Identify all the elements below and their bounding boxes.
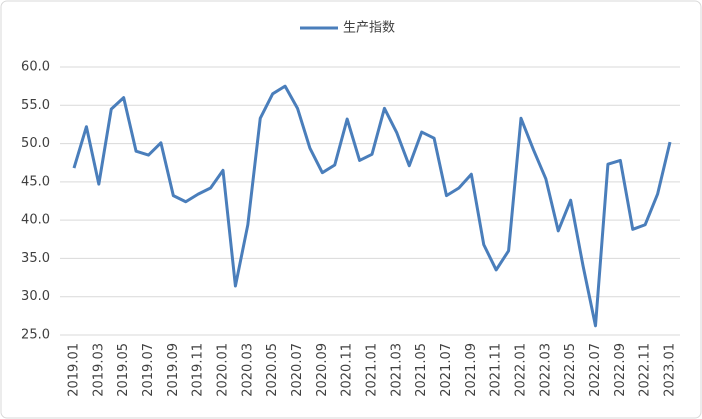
y-tick-label: 35.0 <box>21 251 50 266</box>
x-tick-label: 2022.07 <box>588 343 603 397</box>
y-tick-label: 60.0 <box>21 60 50 75</box>
y-tick-label: 55.0 <box>21 98 50 113</box>
x-tick-label: 2020.09 <box>315 343 330 397</box>
y-tick-label: 30.0 <box>21 289 50 304</box>
x-tick-label: 2023.01 <box>663 343 678 397</box>
y-tick-label: 45.0 <box>21 174 50 189</box>
x-tick-label: 2021.03 <box>389 343 404 397</box>
y-tick-label: 40.0 <box>21 213 50 228</box>
x-tick-label: 2022.11 <box>638 343 653 397</box>
x-tick-label: 2021.07 <box>439 343 454 397</box>
x-tick-label: 2022.01 <box>514 343 529 397</box>
x-tick-label: 2019.11 <box>191 343 206 397</box>
x-tick-label: 2021.01 <box>365 343 380 397</box>
x-tick-label: 2019.05 <box>116 343 131 397</box>
x-tick-label: 2022.03 <box>538 343 553 397</box>
x-tick-label: 2020.01 <box>216 343 231 397</box>
legend-label: 生产指数 <box>343 21 395 36</box>
x-tick-label: 2020.07 <box>290 343 305 397</box>
x-tick-label: 2021.05 <box>414 343 429 397</box>
x-tick-label: 2022.09 <box>613 343 628 397</box>
x-tick-label: 2019.01 <box>67 343 82 397</box>
x-tick-label: 2019.07 <box>141 343 156 397</box>
x-tick-label: 2020.05 <box>265 343 280 397</box>
x-tick-label: 2020.11 <box>340 343 355 397</box>
x-tick-label: 2019.09 <box>166 343 181 397</box>
y-tick-label: 25.0 <box>21 328 50 343</box>
x-tick-label: 2021.11 <box>489 343 504 397</box>
x-tick-label: 2020.03 <box>240 343 255 397</box>
x-tick-label: 2019.03 <box>91 343 106 397</box>
x-tick-label: 2021.09 <box>464 343 479 397</box>
x-tick-label: 2022.05 <box>563 343 578 397</box>
y-tick-label: 50.0 <box>21 136 50 151</box>
line-series <box>72 84 672 328</box>
